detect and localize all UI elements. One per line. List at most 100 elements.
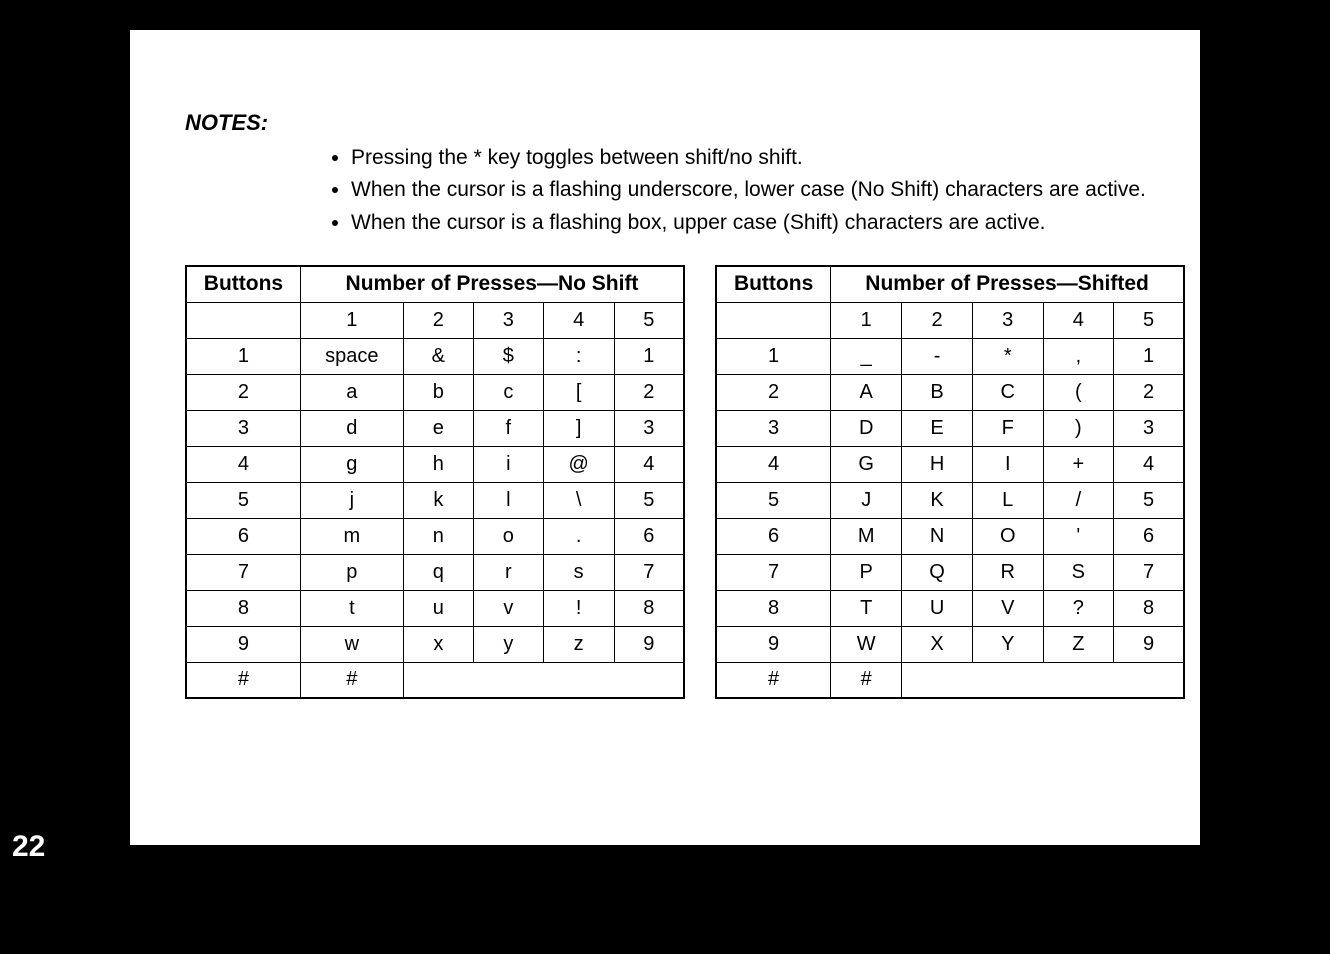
char-cell: Z bbox=[1043, 626, 1114, 662]
notes-list: Pressing the * key toggles between shift… bbox=[281, 144, 1185, 237]
char-cell: y bbox=[473, 626, 543, 662]
table-row: 3DEF)3 bbox=[716, 410, 1184, 446]
char-cell: X bbox=[902, 626, 973, 662]
char-cell: V bbox=[972, 590, 1043, 626]
press-header: 4 bbox=[543, 302, 614, 338]
char-cell: Y bbox=[972, 626, 1043, 662]
char-cell: E bbox=[902, 410, 973, 446]
char-cell: f bbox=[473, 410, 543, 446]
blank-cell bbox=[186, 302, 300, 338]
char-cell: m bbox=[300, 518, 403, 554]
char-cell: P bbox=[831, 554, 902, 590]
press-header: 1 bbox=[831, 302, 902, 338]
table-header-row: Buttons Number of Presses—No Shift bbox=[186, 266, 684, 302]
button-cell: 4 bbox=[186, 446, 300, 482]
char-cell: [ bbox=[543, 374, 614, 410]
char-cell: w bbox=[300, 626, 403, 662]
char-cell: l bbox=[473, 482, 543, 518]
char-cell: K bbox=[902, 482, 973, 518]
button-cell: 4 bbox=[716, 446, 831, 482]
char-cell: c bbox=[473, 374, 543, 410]
char-cell: p bbox=[300, 554, 403, 590]
content-area: NOTES: Pressing the * key toggles betwee… bbox=[185, 110, 1185, 699]
button-cell: 7 bbox=[716, 554, 831, 590]
char-cell: T bbox=[831, 590, 902, 626]
tables-row: Buttons Number of Presses—No Shift 1 2 3… bbox=[185, 265, 1185, 699]
char-cell: . bbox=[543, 518, 614, 554]
char-cell: i bbox=[473, 446, 543, 482]
char-cell: & bbox=[403, 338, 473, 374]
table-row: 6MNO'6 bbox=[716, 518, 1184, 554]
char-cell: I bbox=[972, 446, 1043, 482]
table-row: 1space&$:1 bbox=[186, 338, 684, 374]
page-number: 22 bbox=[12, 830, 45, 864]
spine-bar: SD7561 User Guide 22 bbox=[0, 0, 130, 954]
button-cell: 9 bbox=[716, 626, 831, 662]
table-row: 5jkl\5 bbox=[186, 482, 684, 518]
char-cell: @ bbox=[543, 446, 614, 482]
button-cell: 1 bbox=[186, 338, 300, 374]
char-cell: , bbox=[1043, 338, 1114, 374]
col-header-presses: Number of Presses—Shifted bbox=[831, 266, 1184, 302]
press-header: 3 bbox=[473, 302, 543, 338]
press-header: 2 bbox=[902, 302, 973, 338]
char-cell: ' bbox=[1043, 518, 1114, 554]
button-cell: 3 bbox=[186, 410, 300, 446]
char-cell: 8 bbox=[614, 590, 684, 626]
char-cell: U bbox=[902, 590, 973, 626]
char-cell: 3 bbox=[614, 410, 684, 446]
table-last-row: # # bbox=[186, 662, 684, 698]
button-cell: 8 bbox=[186, 590, 300, 626]
char-cell: d bbox=[300, 410, 403, 446]
char-cell: # bbox=[300, 662, 403, 698]
page-body: NOTES: Pressing the * key toggles betwee… bbox=[130, 30, 1200, 845]
char-cell: : bbox=[543, 338, 614, 374]
keymap-table-no-shift: Buttons Number of Presses—No Shift 1 2 3… bbox=[185, 265, 685, 699]
press-header: 4 bbox=[1043, 302, 1114, 338]
col-header-buttons: Buttons bbox=[716, 266, 831, 302]
char-cell: N bbox=[902, 518, 973, 554]
char-cell: a bbox=[300, 374, 403, 410]
char-cell: 8 bbox=[1114, 590, 1184, 626]
char-cell: / bbox=[1043, 482, 1114, 518]
char-cell: 6 bbox=[1114, 518, 1184, 554]
char-cell: _ bbox=[831, 338, 902, 374]
char-cell: k bbox=[403, 482, 473, 518]
char-cell: s bbox=[543, 554, 614, 590]
table-row: 4GHI+4 bbox=[716, 446, 1184, 482]
char-cell: u bbox=[403, 590, 473, 626]
char-cell: D bbox=[831, 410, 902, 446]
blank-span-cell bbox=[403, 662, 684, 698]
char-cell: ( bbox=[1043, 374, 1114, 410]
press-header: 3 bbox=[972, 302, 1043, 338]
char-cell: 1 bbox=[614, 338, 684, 374]
button-cell: 5 bbox=[716, 482, 831, 518]
char-cell: 4 bbox=[614, 446, 684, 482]
char-cell: S bbox=[1043, 554, 1114, 590]
char-cell: 2 bbox=[614, 374, 684, 410]
char-cell: v bbox=[473, 590, 543, 626]
char-cell: 2 bbox=[1114, 374, 1184, 410]
char-cell: 3 bbox=[1114, 410, 1184, 446]
char-cell: x bbox=[403, 626, 473, 662]
button-cell: 5 bbox=[186, 482, 300, 518]
char-cell: 1 bbox=[1114, 338, 1184, 374]
char-cell: ) bbox=[1043, 410, 1114, 446]
table-row: 9wxyz9 bbox=[186, 626, 684, 662]
press-header: 2 bbox=[403, 302, 473, 338]
char-cell: 4 bbox=[1114, 446, 1184, 482]
button-cell: # bbox=[716, 662, 831, 698]
char-cell: Q bbox=[902, 554, 973, 590]
char-cell: j bbox=[300, 482, 403, 518]
table-row: 1_-*,1 bbox=[716, 338, 1184, 374]
notes-item: Pressing the * key toggles between shift… bbox=[351, 144, 1185, 172]
notes-item: When the cursor is a flashing box, upper… bbox=[351, 209, 1185, 237]
button-cell: # bbox=[186, 662, 300, 698]
char-cell: ? bbox=[1043, 590, 1114, 626]
table-row: 5JKL/5 bbox=[716, 482, 1184, 518]
table-row: 9WXYZ9 bbox=[716, 626, 1184, 662]
char-cell: 9 bbox=[614, 626, 684, 662]
char-cell: - bbox=[902, 338, 973, 374]
col-header-buttons: Buttons bbox=[186, 266, 300, 302]
button-cell: 1 bbox=[716, 338, 831, 374]
